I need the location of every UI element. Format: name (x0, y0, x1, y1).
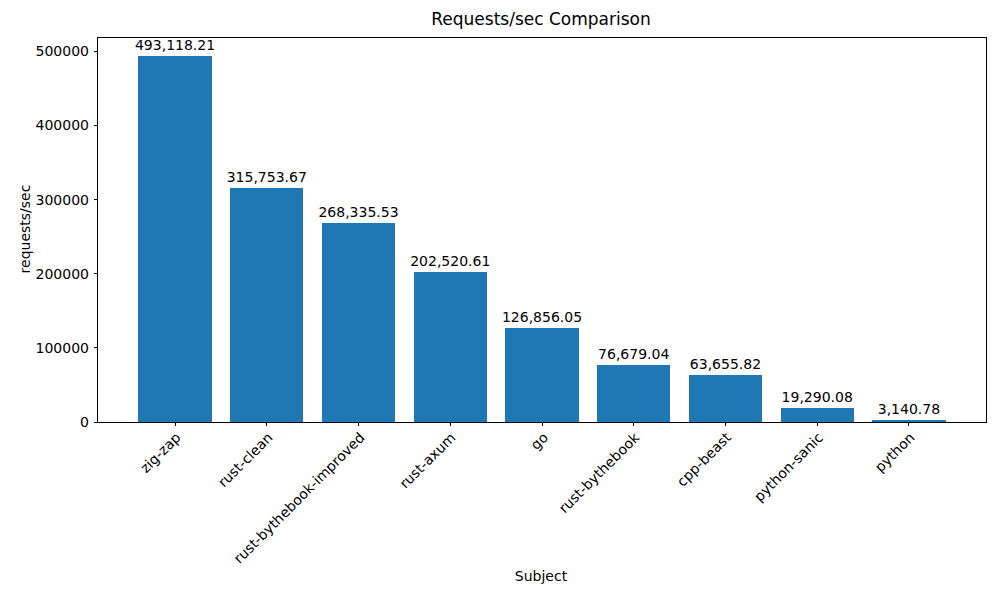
y-axis-tick-label: 100000 (36, 341, 89, 355)
bar-value-label: 19,290.08 (782, 390, 853, 404)
x-axis-tick (725, 422, 726, 426)
bar-value-label: 126,856.05 (502, 310, 582, 324)
y-axis-tick-label: 300000 (36, 193, 89, 207)
x-axis-tick-label: rust-bythebook (556, 430, 641, 515)
y-axis-tick-label: 200000 (36, 267, 89, 281)
x-axis-tick-label: cpp-beast (674, 430, 733, 489)
y-axis-tick-label: 400000 (36, 118, 89, 132)
x-axis-tick (633, 422, 634, 426)
x-axis-tick (817, 422, 818, 426)
bar-value-label: 76,679.04 (598, 347, 669, 361)
bar-value-label: 268,335.53 (318, 205, 398, 219)
bar-value-label: 315,753.67 (227, 170, 307, 184)
bar-value-label: 3,140.78 (878, 402, 940, 416)
x-axis-title: Subject (97, 568, 985, 584)
bar (597, 365, 670, 422)
x-axis-tick-label: rust-axum (397, 430, 458, 491)
x-axis-tick-label: go (528, 430, 550, 452)
x-axis-tick-label: python-sanic (751, 430, 825, 504)
bar-value-label: 493,118.21 (135, 38, 215, 52)
bar-value-label: 202,520.61 (410, 254, 490, 268)
bar (322, 223, 395, 422)
bar (138, 56, 211, 422)
y-axis-tick (94, 125, 98, 126)
x-axis-tick (266, 422, 267, 426)
bar (689, 375, 762, 422)
x-axis-tick-label: zig-zap (138, 430, 183, 475)
y-axis-tick-label: 0 (80, 415, 89, 429)
x-axis-tick (450, 422, 451, 426)
y-axis-tick (94, 422, 98, 423)
x-axis-tick (358, 422, 359, 426)
y-axis-title: requests/sec (17, 185, 33, 274)
bar (781, 408, 854, 422)
bar (505, 328, 578, 422)
y-axis-tick (94, 347, 98, 348)
bar-value-label: 63,655.82 (690, 357, 761, 371)
bar (230, 188, 303, 422)
y-axis-tick (94, 51, 98, 52)
x-axis-tick (908, 422, 909, 426)
plot-area: 0100000200000300000400000500000493,118.2… (97, 37, 987, 423)
y-axis-tick (94, 273, 98, 274)
y-axis-tick-label: 500000 (36, 44, 89, 58)
y-axis-tick (94, 199, 98, 200)
bar (414, 272, 487, 422)
x-axis-tick (175, 422, 176, 426)
x-axis-tick-label: python (872, 430, 917, 475)
figure: Requests/sec Comparison 0100000200000300… (0, 0, 1000, 600)
x-axis-tick (542, 422, 543, 426)
x-axis-tick-label: rust-clean (215, 430, 274, 489)
chart-title: Requests/sec Comparison (97, 9, 985, 29)
